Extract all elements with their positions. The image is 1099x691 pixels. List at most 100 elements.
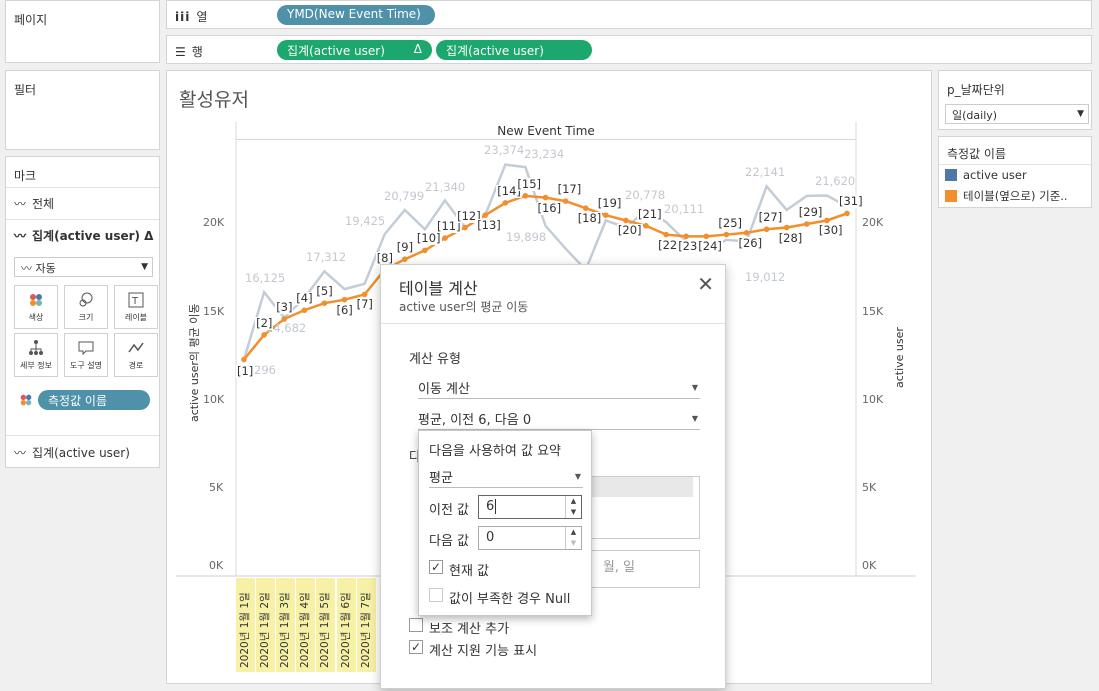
point-index-label: [30] [817,223,844,238]
filters-card[interactable]: 필터 [5,70,160,150]
measure-names-pill[interactable]: 측정값 이름 [38,390,150,410]
data-point[interactable] [281,316,288,322]
calc-type-select[interactable]: 이동 계산 ▼ [418,375,700,399]
stepper-down-icon[interactable]: ▼ [570,508,577,516]
dialog-title: 테이블 계산 [399,279,478,298]
stepper-down-icon[interactable]: ▼ [570,539,577,547]
moving-calc-popup: 다음을 사용하여 값 요약 평균 ▼ 이전 값 6 ▲ ▼ 다음 값 0 ▲ ▼ ✓… [418,430,592,616]
point-index-label: [10] [415,231,442,246]
size-button[interactable]: 크기 [64,285,108,329]
rows-pill-active-user[interactable]: 집계(active user) [436,40,592,60]
data-point[interactable] [844,210,850,217]
data-point[interactable] [502,200,509,206]
secondary-calc-label: 보조 계산 추가 [429,622,510,637]
data-point[interactable] [261,332,267,338]
data-point[interactable] [703,233,710,240]
prev-value-stepper[interactable]: 6 ▲ ▼ [478,495,582,519]
data-point[interactable] [582,205,589,211]
close-icon[interactable]: ✕ [697,272,714,296]
data-point[interactable] [723,231,730,238]
path-button[interactable]: 경로 [114,333,158,377]
rows-label: ☰ 행 [175,44,203,60]
calc-detail-select[interactable]: 평균, 이전 6, 다음 0 ▼ [418,406,700,430]
marks-agg2-tab[interactable]: 〰 집계(active user) [14,445,130,460]
data-point[interactable] [241,356,247,363]
data-point[interactable] [442,235,448,241]
data-point[interactable] [361,291,368,298]
columns-shelf[interactable]: iii 열 YMD(New Event Time) [166,0,1092,29]
line-icon: 〰 [21,262,32,275]
null-if-insufficient-checkbox[interactable] [429,588,443,602]
point-index-label: [2] [255,315,274,330]
legend-item-active-user[interactable]: active user [945,168,1027,182]
data-point[interactable] [663,231,669,238]
x-date-cell[interactable]: 2020년 1월 4일 [296,578,316,672]
data-point[interactable] [522,193,529,199]
data-point[interactable] [482,212,489,218]
secondary-calc-checkbox[interactable] [409,618,423,632]
tooltip-button[interactable]: 도구 설명 [64,333,108,377]
delta-icon: Δ [413,42,422,56]
marks-all-tab[interactable]: 〰 전체 [14,196,55,211]
stepper-up-icon[interactable]: ▲ [570,497,577,505]
x-date-cell[interactable]: 2020년 1월 7일 [356,578,376,672]
data-point[interactable] [562,198,569,204]
point-index-label: [18] [576,211,603,226]
x-date-label: 2020년 1월 7일 [359,592,372,668]
mark-type-dropdown[interactable]: 〰 자동 ▼ [14,257,153,277]
x-date-cell[interactable]: 2020년 1월 5일 [316,578,336,672]
y-tick-10k: 10K [203,393,225,406]
data-point[interactable] [462,224,468,231]
rows-icon: ☰ [175,44,186,59]
measure-names-color-row[interactable]: 측정값 이름 [14,389,154,411]
data-point[interactable] [643,222,649,229]
data-point[interactable] [402,256,408,263]
label-icon: T [128,292,144,308]
label-button[interactable]: T 레이블 [114,285,158,329]
x-date-cell[interactable]: 2020년 1월 2일 [256,578,276,672]
parameter-title: p_날짜단위 [947,83,1005,97]
marks-title: 마크 [14,169,37,183]
data-point[interactable] [623,217,629,224]
summary-select[interactable]: 평균 ▼ [429,464,583,488]
legend-item-table-calc[interactable]: 테이블(옆으로) 기준.. [945,188,1068,204]
data-point[interactable] [783,224,790,231]
point-index-label: [17] [556,182,583,197]
data-point[interactable] [321,300,328,307]
view-title: 활성유저 [179,89,249,111]
pages-card[interactable]: 페이지 [5,0,160,63]
data-point[interactable] [301,307,308,314]
data-point[interactable] [341,296,348,303]
rows-shelf[interactable]: ☰ 행 집계(active user) Δ 집계(active user) [166,35,1092,64]
data-point[interactable] [422,247,428,254]
rows-pill-moving-avg[interactable]: 집계(active user) Δ [277,40,432,60]
gray-label-14: 19,012 [745,270,786,284]
data-point[interactable] [824,217,830,224]
parameter-card: p_날짜단위 일(daily) ▼ [938,70,1092,130]
data-point[interactable] [683,233,689,240]
columns-pill-ymd[interactable]: YMD(New Event Time) [277,5,435,25]
data-point[interactable] [542,194,549,201]
next-value-stepper[interactable]: 0 ▲ ▼ [478,526,582,550]
x-date-cell[interactable]: 2020년 1월 3일 [276,578,296,672]
point-index-label: [7] [355,297,374,312]
color-button[interactable]: 색상 [14,285,58,329]
filters-title: 필터 [14,83,37,97]
data-point[interactable] [743,230,750,236]
marks-agg-tab[interactable]: 〰 집계(active user) Δ [14,228,154,243]
stepper-up-icon[interactable]: ▲ [570,528,577,536]
x-date-cell[interactable]: 2020년 1월 1일 [236,578,255,672]
gray-label-11: 20,778 [625,188,666,202]
data-point[interactable] [603,212,609,218]
show-calc-assist-checkbox[interactable]: ✓ [409,640,423,654]
point-index-label: [4] [295,291,314,306]
gray-label-8: 23,374 [484,143,525,157]
current-value-checkbox[interactable]: ✓ [429,560,443,574]
data-point[interactable] [763,226,770,233]
point-index-label: [3] [275,300,294,315]
x-date-cell[interactable]: 2020년 1월 6일 [336,578,356,672]
detail-button[interactable]: 세부 정보 [14,333,58,377]
data-point[interactable] [804,221,810,227]
point-index-label: [13] [476,218,502,233]
parameter-dropdown[interactable]: 일(daily) ▼ [945,104,1089,124]
